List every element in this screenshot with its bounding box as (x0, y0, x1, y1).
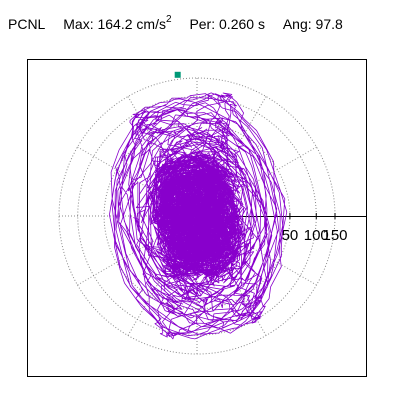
orbit-path (109, 92, 288, 340)
plot-frame (27, 59, 367, 377)
header: PCNL Max: 164.2 cm/s2 Per: 0.260 s Ang: … (8, 14, 343, 33)
tick-label-100: 100 (304, 227, 329, 244)
max-unit-exponent: 2 (165, 14, 172, 25)
angle-value: 97.8 (315, 16, 343, 32)
tick-label-50: 50 (282, 227, 299, 244)
period-label: Per: (189, 16, 216, 32)
max-point-marker (174, 71, 181, 78)
orbit-trace (109, 92, 288, 340)
max-label: Max: (63, 16, 94, 32)
max-value: 164.2 (97, 16, 133, 32)
period-unit: s (257, 16, 265, 32)
max-unit: cm/s (136, 16, 166, 32)
tick-label-150: 150 (322, 227, 347, 244)
period-value: 0.260 (219, 16, 255, 32)
station-code: PCNL (8, 16, 46, 32)
angle-label: Ang: (282, 16, 312, 32)
